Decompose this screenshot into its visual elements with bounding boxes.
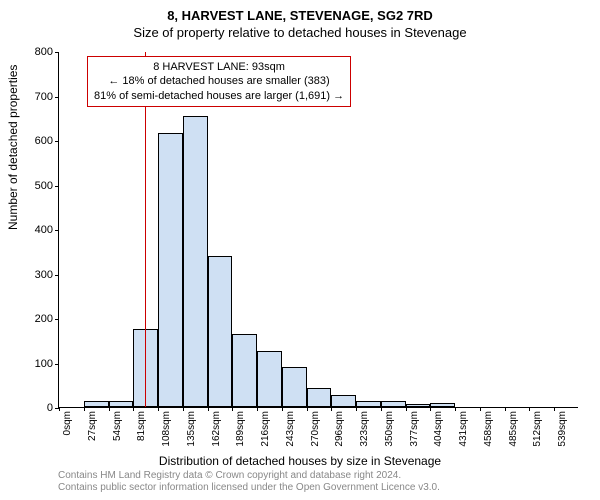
x-tick-label: 431sqm (458, 411, 469, 447)
x-tick-label: 350sqm (384, 411, 395, 447)
x-tick-mark (480, 407, 481, 411)
attribution-text: Contains HM Land Registry data © Crown c… (58, 470, 440, 494)
y-tick-label: 0 (47, 402, 53, 414)
x-tick-mark (331, 407, 332, 411)
y-tick-mark (55, 275, 59, 276)
x-tick-label: 108sqm (161, 411, 172, 447)
histogram-bar (307, 388, 332, 407)
x-tick-label: 216sqm (260, 411, 271, 447)
x-tick-mark (381, 407, 382, 411)
y-tick-mark (55, 186, 59, 187)
x-tick-label: 81sqm (136, 411, 147, 441)
x-tick-mark (158, 407, 159, 411)
histogram-bar (109, 401, 134, 407)
x-tick-label: 162sqm (211, 411, 222, 447)
y-tick-mark (55, 141, 59, 142)
attribution-line: Contains public sector information licen… (58, 482, 440, 494)
x-tick-mark (183, 407, 184, 411)
histogram-bar (282, 367, 307, 407)
y-tick-label: 200 (35, 313, 53, 325)
annotation-line: 8 HARVEST LANE: 93sqm (94, 60, 344, 74)
y-tick-label: 100 (35, 358, 53, 370)
histogram-bar (183, 116, 208, 407)
x-tick-label: 54sqm (112, 411, 123, 441)
y-tick-label: 400 (35, 224, 53, 236)
histogram-bar (430, 403, 455, 407)
x-tick-label: 377sqm (409, 411, 420, 447)
x-tick-mark (84, 407, 85, 411)
x-tick-label: 458sqm (483, 411, 494, 447)
x-tick-mark (109, 407, 110, 411)
x-tick-label: 296sqm (334, 411, 345, 447)
x-tick-mark (232, 407, 233, 411)
histogram-bar (381, 401, 406, 407)
x-tick-mark (406, 407, 407, 411)
plot-area: 01002003004005006007008000sqm27sqm54sqm8… (58, 52, 578, 408)
x-tick-label: 512sqm (532, 411, 543, 447)
x-tick-mark (208, 407, 209, 411)
annotation-box: 8 HARVEST LANE: 93sqm ← 18% of detached … (87, 56, 351, 107)
x-tick-label: 27sqm (87, 411, 98, 441)
x-tick-label: 323sqm (359, 411, 370, 447)
x-tick-label: 539sqm (557, 411, 568, 447)
y-tick-mark (55, 97, 59, 98)
histogram-bar (406, 404, 431, 407)
y-tick-label: 300 (35, 269, 53, 281)
y-tick-label: 700 (35, 91, 53, 103)
y-tick-mark (55, 319, 59, 320)
histogram-bar (232, 334, 257, 407)
histogram-bar (356, 401, 381, 407)
y-tick-mark (55, 52, 59, 53)
x-tick-mark (307, 407, 308, 411)
x-tick-label: 243sqm (285, 411, 296, 447)
histogram-bar (331, 395, 356, 407)
x-tick-label: 270sqm (310, 411, 321, 447)
annotation-line: ← 18% of detached houses are smaller (38… (94, 74, 344, 88)
histogram-bar (158, 133, 183, 407)
x-tick-label: 404sqm (433, 411, 444, 447)
x-tick-mark (430, 407, 431, 411)
y-tick-mark (55, 364, 59, 365)
x-tick-mark (505, 407, 506, 411)
x-tick-mark (59, 407, 60, 411)
x-axis-label: Distribution of detached houses by size … (0, 454, 600, 468)
x-tick-mark (529, 407, 530, 411)
x-tick-mark (554, 407, 555, 411)
x-tick-label: 485sqm (508, 411, 519, 447)
y-tick-label: 600 (35, 135, 53, 147)
x-tick-mark (282, 407, 283, 411)
x-tick-mark (257, 407, 258, 411)
y-axis-label: Number of detached properties (6, 65, 20, 230)
y-tick-label: 800 (35, 46, 53, 58)
histogram-bar (84, 401, 109, 407)
histogram-bar (208, 256, 233, 407)
x-tick-label: 0sqm (62, 411, 73, 435)
histogram-bar (257, 351, 282, 407)
attribution-line: Contains HM Land Registry data © Crown c… (58, 470, 440, 482)
x-tick-mark (133, 407, 134, 411)
x-tick-label: 135sqm (186, 411, 197, 447)
x-tick-mark (356, 407, 357, 411)
annotation-line: 81% of semi-detached houses are larger (… (94, 89, 344, 103)
y-tick-label: 500 (35, 180, 53, 192)
x-tick-label: 189sqm (235, 411, 246, 447)
chart-title-main: 8, HARVEST LANE, STEVENAGE, SG2 7RD (0, 0, 600, 23)
y-tick-mark (55, 230, 59, 231)
x-tick-mark (455, 407, 456, 411)
chart-title-sub: Size of property relative to detached ho… (0, 23, 600, 40)
